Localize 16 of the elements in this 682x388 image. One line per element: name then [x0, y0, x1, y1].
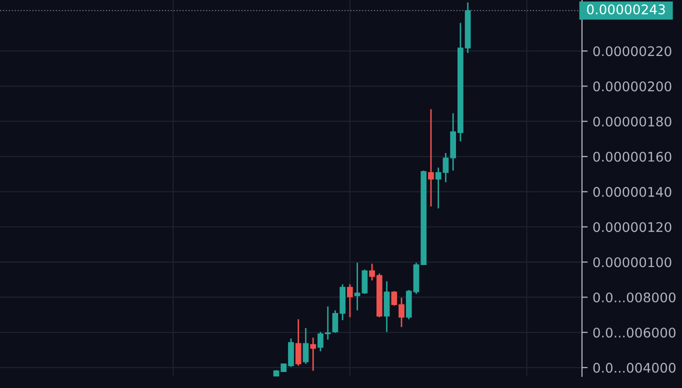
ref-line-label: 0.00000243: [587, 4, 665, 14]
candlestick: [295, 318, 302, 367]
y-tick-label: 0.00000140: [593, 186, 672, 197]
y-tick-label: 0.00000160: [593, 152, 672, 162]
candlestick: [428, 108, 434, 208]
y-tick-label: 0.0...008000: [593, 292, 676, 302]
y-tick-label: 0.00000100: [593, 257, 672, 268]
y-tick-label: 0.0...004000: [593, 362, 676, 373]
y-tick-label: 0.0...006000: [593, 328, 676, 338]
candlestick: [347, 284, 353, 318]
y-tick-label: 0.00000180: [593, 116, 672, 127]
y-tick-label: 0.00000200: [593, 81, 672, 92]
y-tick-label: 0.00000120: [593, 222, 672, 232]
candlestick: [310, 336, 316, 372]
candlestick: [302, 327, 309, 365]
y-tick-label: 0.00000220: [593, 46, 672, 56]
